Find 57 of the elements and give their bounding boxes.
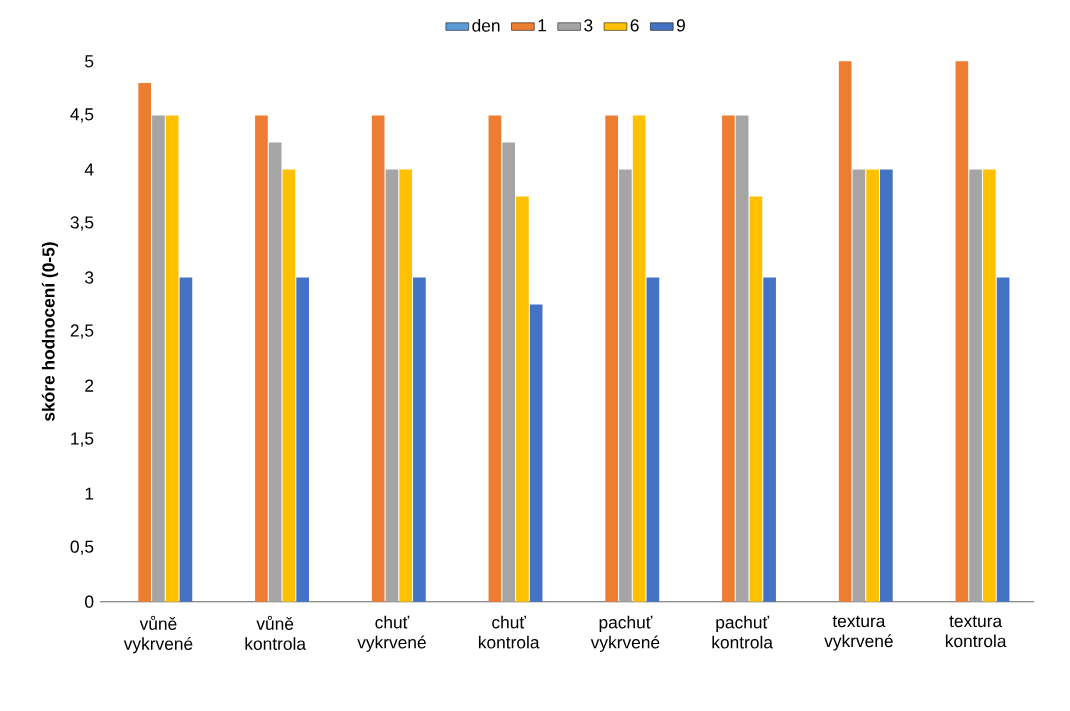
y-tick-label: 4,5 (70, 108, 94, 123)
bar (619, 169, 632, 602)
bar (268, 142, 282, 602)
legend-label: den (472, 18, 500, 32)
bar (632, 115, 646, 602)
x-tick-label: vůně vykrvené (123, 615, 193, 654)
bar (996, 277, 1010, 602)
bar (282, 169, 296, 602)
legend-label: 1 (538, 19, 547, 32)
bar (749, 196, 763, 602)
y-tick-label: 2,5 (70, 324, 94, 339)
bar (763, 277, 776, 602)
bar (138, 82, 152, 602)
y-axis-title: skóre hodnocení (0-5) (41, 242, 59, 421)
bar (852, 169, 866, 602)
bar (722, 115, 735, 602)
bar (605, 115, 618, 602)
bar (399, 169, 412, 602)
bar (529, 304, 543, 602)
bar (969, 169, 982, 602)
bar (880, 169, 893, 602)
bar (179, 277, 193, 602)
bar (955, 61, 969, 602)
x-tick-label: chuť kontrola (478, 615, 540, 649)
bar (983, 169, 996, 602)
x-tick-label: vůně kontrola (245, 615, 307, 650)
x-tick-label: pachuť vykrvené (590, 615, 660, 652)
y-tick-label: 1 (85, 487, 94, 500)
bar (838, 61, 852, 602)
y-tick-label: 5 (85, 55, 94, 68)
bar (165, 115, 179, 602)
bar (152, 115, 165, 602)
bar (488, 115, 502, 602)
y-tick-label: 0 (85, 595, 94, 608)
y-tick-label: 3,5 (70, 216, 94, 231)
bar (371, 115, 385, 602)
legend-label: 3 (584, 19, 593, 32)
y-tick-label: 1,5 (71, 432, 94, 447)
bar (413, 277, 426, 602)
y-tick-label: 2 (85, 379, 94, 392)
x-tick-label: chuť vykrvené (357, 615, 426, 652)
y-tick-label: 0,5 (70, 540, 94, 555)
bar (255, 115, 268, 602)
bar (385, 169, 399, 602)
x-tick-label: pachuť kontrola (712, 615, 773, 649)
bar (502, 142, 515, 602)
y-tick-label: 4 (84, 163, 94, 176)
legend-label: 9 (676, 19, 685, 32)
bar (646, 277, 660, 602)
x-tick-label: textura vykrvené (824, 615, 893, 651)
legend-label: 6 (630, 19, 639, 32)
bar (516, 196, 529, 602)
bar (866, 169, 879, 602)
bar (735, 115, 749, 602)
y-tick-label: 3 (85, 271, 94, 284)
x-tick-label: textura kontrola (945, 615, 1007, 648)
bar (296, 277, 309, 602)
